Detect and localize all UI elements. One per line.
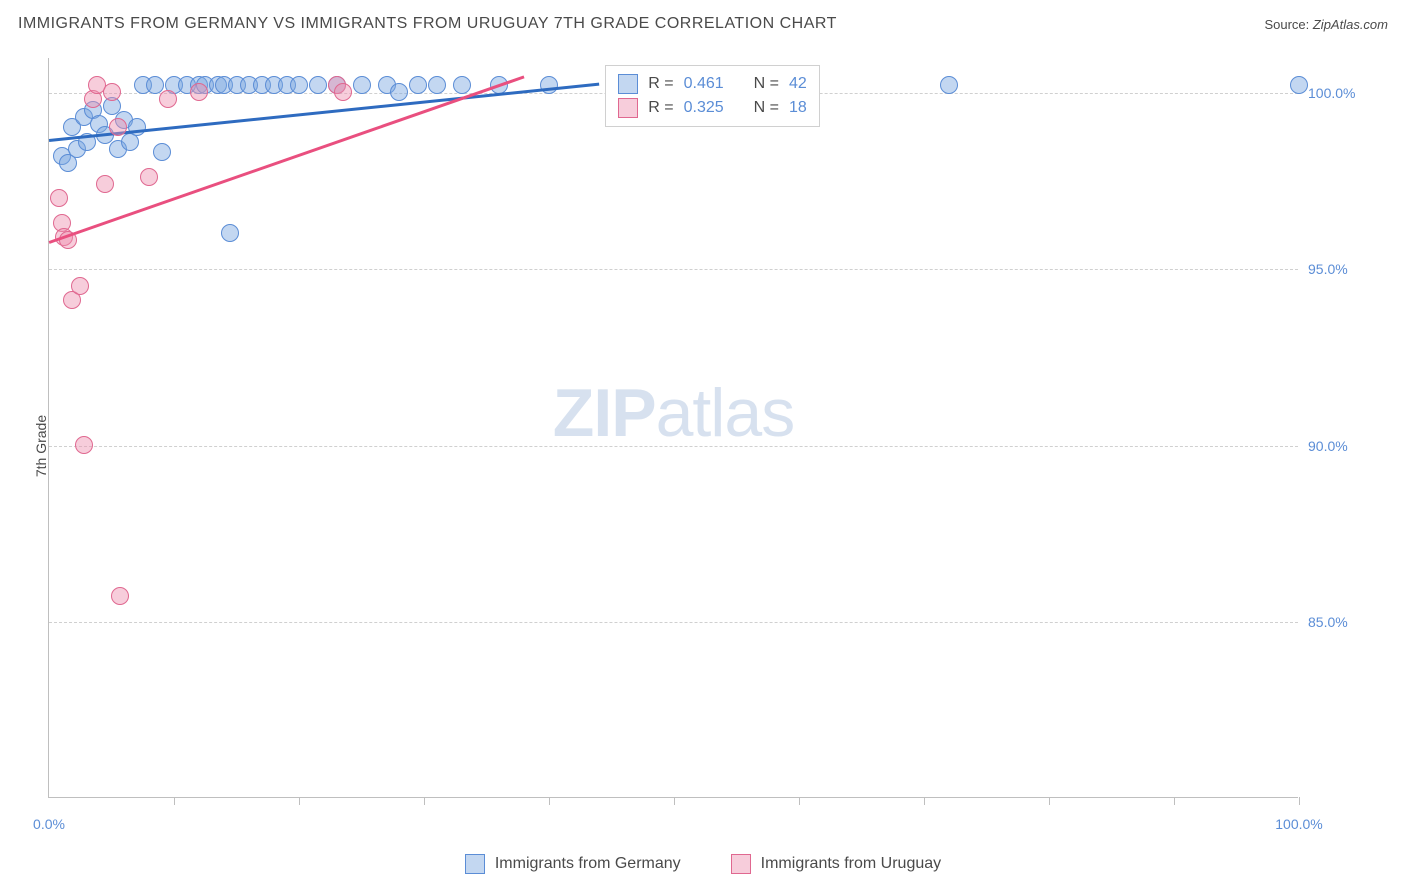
plot-area: ZIPatlas 85.0%90.0%95.0%100.0%0.0%100.0%… xyxy=(48,58,1298,798)
scatter-marker xyxy=(109,118,127,136)
source-value: ZipAtlas.com xyxy=(1313,17,1388,32)
scatter-marker xyxy=(159,90,177,108)
scatter-marker xyxy=(96,175,114,193)
scatter-marker xyxy=(111,587,129,605)
scatter-marker xyxy=(71,277,89,295)
source-label: Source: xyxy=(1264,17,1312,32)
y-axis-label: 7th Grade xyxy=(33,415,49,477)
scatter-marker xyxy=(140,168,158,186)
y-tick-label: 85.0% xyxy=(1308,614,1378,630)
scatter-marker xyxy=(390,83,408,101)
r-label: R = xyxy=(648,99,673,117)
r-value: 0.461 xyxy=(684,75,724,93)
scatter-marker xyxy=(428,76,446,94)
scatter-marker xyxy=(128,118,146,136)
scatter-marker xyxy=(190,83,208,101)
n-label: N = xyxy=(754,99,779,117)
x-tick xyxy=(1049,797,1050,805)
watermark: ZIPatlas xyxy=(553,374,794,452)
stats-legend-row: R = 0.461 N = 42 xyxy=(618,72,807,96)
scatter-marker xyxy=(409,76,427,94)
bottom-legend: Immigrants from Germany Immigrants from … xyxy=(0,854,1406,874)
scatter-marker xyxy=(940,76,958,94)
y-tick-label: 90.0% xyxy=(1308,438,1378,454)
y-tick-label: 95.0% xyxy=(1308,261,1378,277)
n-value: 42 xyxy=(789,75,807,93)
y-tick-label: 100.0% xyxy=(1308,85,1378,101)
scatter-marker xyxy=(309,76,327,94)
legend-swatch xyxy=(618,98,638,118)
r-label: R = xyxy=(648,75,673,93)
legend-item-uruguay: Immigrants from Uruguay xyxy=(731,854,942,874)
legend-item-germany: Immigrants from Germany xyxy=(465,854,681,874)
stats-legend-row: R = 0.325 N = 18 xyxy=(618,96,807,120)
scatter-marker xyxy=(353,76,371,94)
x-tick xyxy=(674,797,675,805)
scatter-marker xyxy=(153,143,171,161)
legend-label-uruguay: Immigrants from Uruguay xyxy=(761,855,942,873)
n-value: 18 xyxy=(789,99,807,117)
chart-title: IMMIGRANTS FROM GERMANY VS IMMIGRANTS FR… xyxy=(18,15,837,33)
n-label: N = xyxy=(754,75,779,93)
legend-swatch xyxy=(618,74,638,94)
x-tick xyxy=(1174,797,1175,805)
scatter-marker xyxy=(221,224,239,242)
scatter-marker xyxy=(50,189,68,207)
watermark-bold: ZIP xyxy=(553,375,656,451)
scatter-marker xyxy=(75,436,93,454)
r-value: 0.325 xyxy=(684,99,724,117)
x-tick-label: 100.0% xyxy=(1275,816,1322,832)
scatter-marker xyxy=(103,83,121,101)
trend-line xyxy=(49,76,525,244)
watermark-rest: atlas xyxy=(656,375,795,451)
source-attribution: Source: ZipAtlas.com xyxy=(1264,17,1388,32)
legend-swatch-germany xyxy=(465,854,485,874)
scatter-marker xyxy=(290,76,308,94)
scatter-marker xyxy=(453,76,471,94)
gridline xyxy=(49,622,1298,623)
stats-legend: R = 0.461 N = 42 R = 0.325 N = 18 xyxy=(605,65,820,127)
gridline xyxy=(49,269,1298,270)
legend-label-germany: Immigrants from Germany xyxy=(495,855,681,873)
x-tick xyxy=(549,797,550,805)
x-tick xyxy=(1299,797,1300,805)
x-tick xyxy=(924,797,925,805)
x-tick xyxy=(299,797,300,805)
x-tick xyxy=(424,797,425,805)
legend-swatch-uruguay xyxy=(731,854,751,874)
chart-header: IMMIGRANTS FROM GERMANY VS IMMIGRANTS FR… xyxy=(18,15,1388,33)
scatter-marker xyxy=(1290,76,1308,94)
x-tick xyxy=(799,797,800,805)
scatter-marker xyxy=(334,83,352,101)
x-tick-label: 0.0% xyxy=(33,816,65,832)
scatter-marker xyxy=(540,76,558,94)
x-tick xyxy=(174,797,175,805)
gridline xyxy=(49,446,1298,447)
